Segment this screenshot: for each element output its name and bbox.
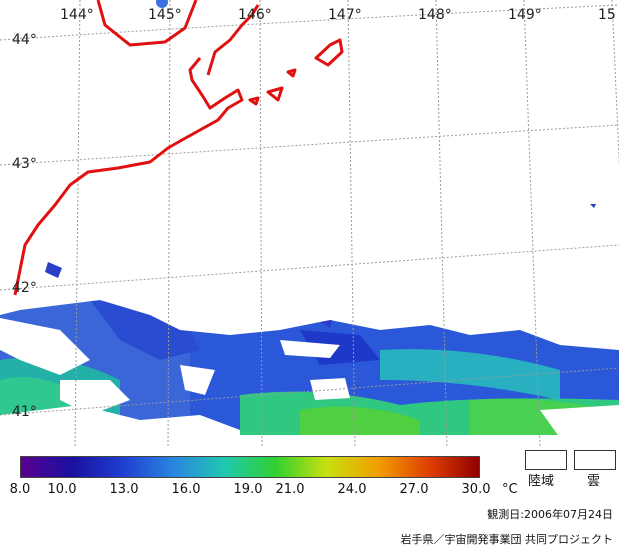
cloud-swatch xyxy=(574,450,616,470)
lat-label: 43° xyxy=(12,156,37,172)
colorbar-tick: 24.0 xyxy=(337,482,367,497)
lon-label: 144° xyxy=(60,7,94,23)
lat-label: 41° xyxy=(12,404,37,420)
longitude-labels: 144° 145° 146° 147° 148° 149° 15 xyxy=(60,7,616,23)
temperature-unit: °C xyxy=(502,482,518,497)
lon-label: 149° xyxy=(508,7,542,23)
credit-text: 岩手県／宇宙開発事業団 共同プロジェクト xyxy=(400,533,614,546)
colorbar-tick: 8.0 xyxy=(9,482,31,497)
colorbar-tick: 30.0 xyxy=(461,482,491,497)
graticule xyxy=(0,0,619,448)
sea-surface-temperature-map: 144° 145° 146° 147° 148° 149° 15 44° 43°… xyxy=(0,0,619,448)
colorbar-tick: 13.0 xyxy=(109,482,139,497)
lat-label: 42° xyxy=(12,280,37,296)
land-label: 陸域 xyxy=(528,474,555,489)
small-data-patch xyxy=(156,0,168,8)
lat-label: 44° xyxy=(12,32,37,48)
colorbar-tick: 16.0 xyxy=(171,482,201,497)
coastline xyxy=(13,0,344,296)
lon-label: 148° xyxy=(418,7,452,23)
temperature-colorbar xyxy=(20,456,480,478)
colorbar-tick: 27.0 xyxy=(399,482,429,497)
lon-label: 145° xyxy=(148,7,182,23)
colorbar-tick: 10.0 xyxy=(47,482,77,497)
lon-label: 15 xyxy=(598,7,616,23)
latitude-labels: 44° 43° 42° 41° xyxy=(12,32,37,420)
observation-date: 観測日:2006年07月24日 xyxy=(487,508,613,521)
lon-label: 146° xyxy=(238,7,272,23)
lon-label: 147° xyxy=(328,7,362,23)
colorbar-tick: 21.0 xyxy=(275,482,305,497)
sst-data-layer xyxy=(0,204,619,440)
land-swatch xyxy=(525,450,567,470)
legend-panel: 8.0 10.0 13.0 16.0 19.0 21.0 24.0 27.0 3… xyxy=(0,448,619,546)
colorbar-tick: 19.0 xyxy=(233,482,263,497)
cloud-label: 雲 xyxy=(587,474,601,489)
